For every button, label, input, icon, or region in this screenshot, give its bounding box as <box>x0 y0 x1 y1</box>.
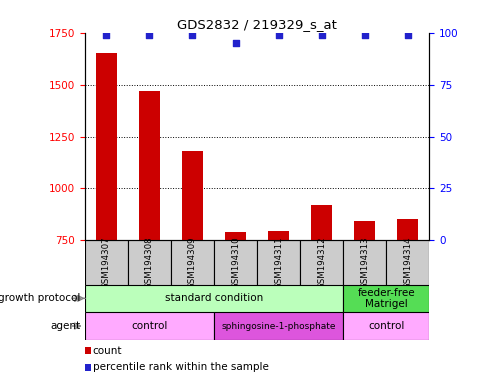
Bar <box>257 240 300 285</box>
Bar <box>182 151 203 240</box>
Text: GSM194312: GSM194312 <box>317 236 325 289</box>
Bar <box>138 91 160 240</box>
Bar <box>353 221 375 240</box>
Text: GSM194314: GSM194314 <box>402 236 411 289</box>
Point <box>102 31 110 38</box>
Bar <box>310 205 332 240</box>
Text: GSM194308: GSM194308 <box>145 236 153 289</box>
Text: percentile rank within the sample: percentile rank within the sample <box>92 362 268 372</box>
Bar <box>267 231 289 240</box>
Bar <box>342 240 385 285</box>
Bar <box>224 232 246 240</box>
Bar <box>385 240 428 285</box>
Point <box>360 31 368 38</box>
Bar <box>213 312 342 340</box>
Bar <box>300 240 342 285</box>
Text: control: control <box>131 321 167 331</box>
Bar <box>342 312 428 340</box>
Point <box>403 31 411 38</box>
Title: GDS2832 / 219329_s_at: GDS2832 / 219329_s_at <box>177 18 336 31</box>
Bar <box>213 240 257 285</box>
Text: agent: agent <box>50 321 80 331</box>
Text: GSM194309: GSM194309 <box>188 236 197 289</box>
Text: sphingosine-1-phosphate: sphingosine-1-phosphate <box>221 321 335 331</box>
Point <box>274 31 282 38</box>
Bar <box>85 240 128 285</box>
Text: GSM194310: GSM194310 <box>230 236 240 289</box>
Point <box>188 31 196 38</box>
Text: GSM194307: GSM194307 <box>102 236 111 289</box>
Point <box>317 31 325 38</box>
Point <box>145 31 153 38</box>
Point <box>231 40 239 46</box>
Bar <box>396 218 418 240</box>
Text: feeder-free
Matrigel: feeder-free Matrigel <box>357 288 414 309</box>
Bar <box>85 312 213 340</box>
Text: standard condition: standard condition <box>165 293 263 303</box>
Text: count: count <box>92 346 122 356</box>
Text: control: control <box>367 321 404 331</box>
Bar <box>170 240 213 285</box>
Text: growth protocol: growth protocol <box>0 293 80 303</box>
Bar <box>85 285 343 312</box>
Bar <box>95 53 117 240</box>
Text: GSM194313: GSM194313 <box>360 236 368 289</box>
Bar <box>342 285 428 312</box>
Text: GSM194311: GSM194311 <box>273 236 283 289</box>
Bar <box>128 240 170 285</box>
